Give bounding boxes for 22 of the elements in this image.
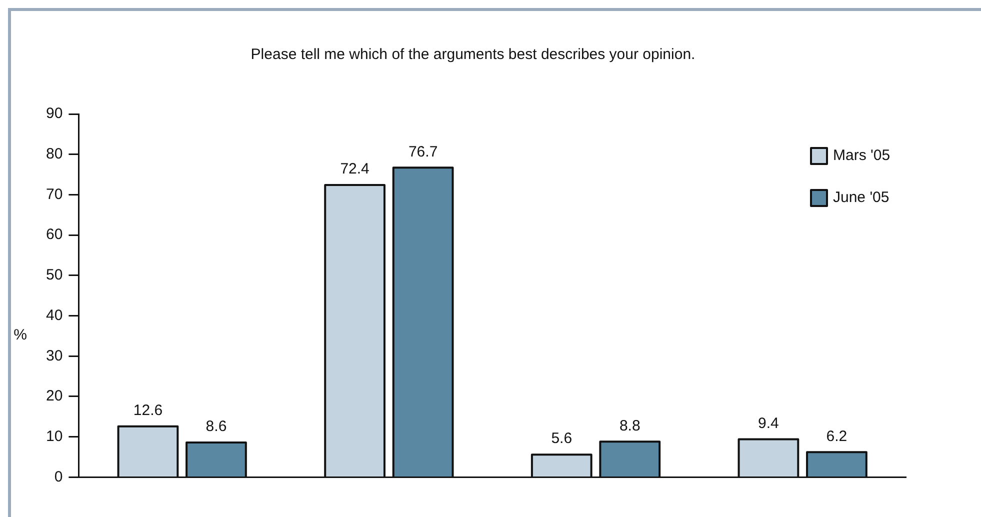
y-tick-label: 90 <box>46 105 63 122</box>
y-tick-label: 80 <box>46 145 63 162</box>
data-label: 8.8 <box>619 417 640 434</box>
y-tick-label: 30 <box>46 347 63 364</box>
data-label: 5.6 <box>551 430 572 448</box>
data-label: 6.2 <box>826 428 848 445</box>
data-label: 76.7 <box>408 143 438 160</box>
y-tick-label: 70 <box>46 186 63 203</box>
y-tick-label: 0 <box>54 468 63 486</box>
y-axis-title: % <box>14 326 28 344</box>
y-tick-label: 50 <box>46 266 63 284</box>
data-label: 12.6 <box>133 402 163 419</box>
y-tick-label: 40 <box>46 306 63 324</box>
data-label: 9.4 <box>758 414 779 432</box>
data-label: 8.6 <box>206 418 227 436</box>
y-tick-label: 20 <box>46 388 63 405</box>
y-tick-label: 10 <box>46 428 63 445</box>
y-tick-label: 60 <box>46 226 63 244</box>
legend-label: Mars '05 <box>833 147 890 164</box>
legend-label: June '05 <box>833 189 890 206</box>
chart-title: Please tell me which of the arguments best describes your opinion. <box>250 46 696 64</box>
data-label: 72.4 <box>340 160 370 178</box>
